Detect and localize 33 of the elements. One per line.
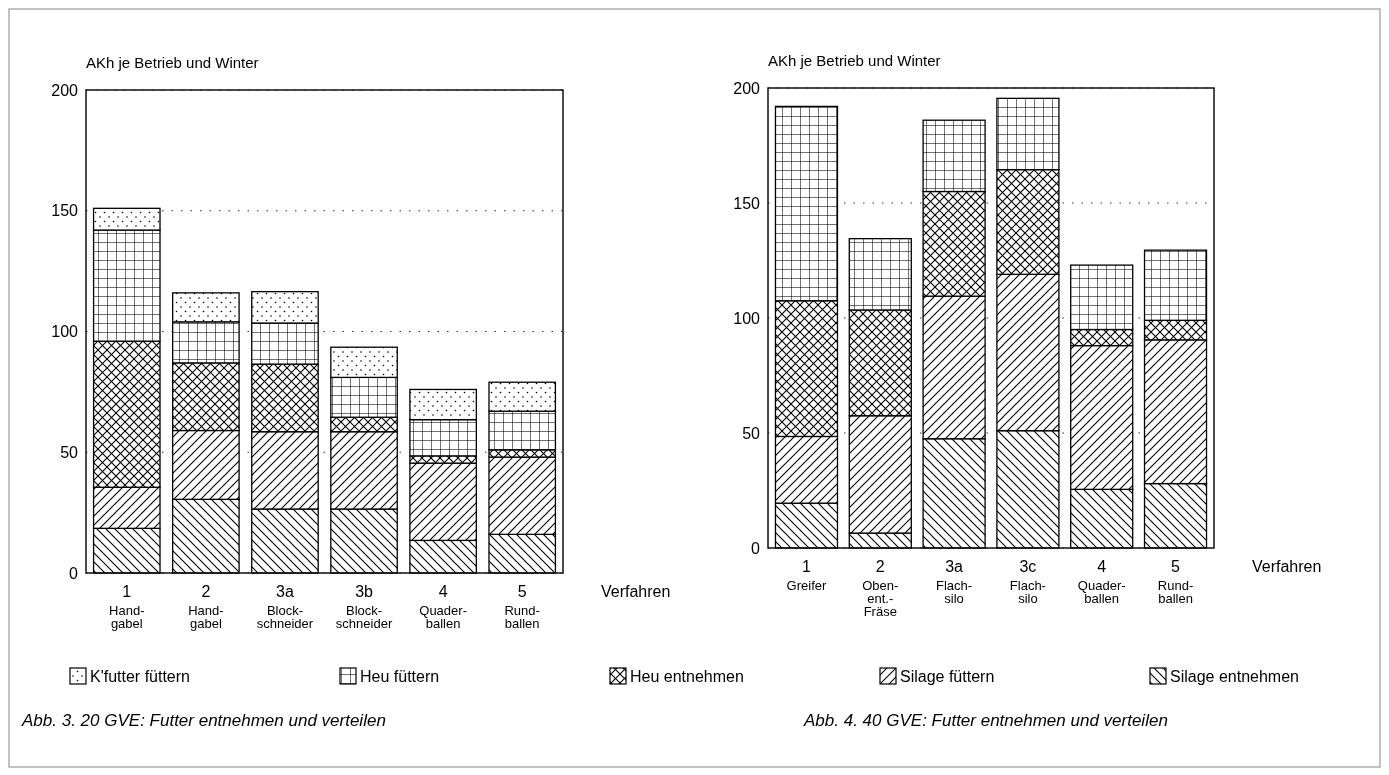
x-tick-label: 5 Rund- ballen — [504, 583, 540, 631]
text: Abb. 3. 20 GVE: Futter entnehmen und verteilen — [21, 711, 386, 730]
x-axis-title: Verfahren — [1252, 558, 1322, 575]
legend-label: Silage entnehmen — [1170, 667, 1299, 685]
legend-label: Heu entnehmen — [630, 667, 744, 685]
y-tick-label: 200 — [51, 81, 79, 99]
y-axis-title: AKh je Betrieb und Winter — [86, 54, 259, 71]
legend-label: Heu füttern — [360, 667, 440, 685]
x-tick-label: 2 Hand- gabel — [188, 583, 224, 631]
y-tick-label: 50 — [60, 443, 79, 461]
y-tick-label: 150 — [733, 194, 761, 212]
y-tick-label: 200 — [733, 79, 761, 97]
x-tick-label: 4 Quader- ballen — [419, 583, 467, 631]
y-tick-label: 50 — [742, 424, 761, 442]
x-tick-label: 3a Flach- silo — [936, 558, 973, 606]
y-tick-label: 0 — [751, 539, 761, 557]
x-tick-label: 3c Flach- silo — [1009, 558, 1046, 606]
x-tick-label: 1 Hand- gabel — [109, 583, 145, 631]
x-tick-label: 2 Oben- ent.- Fräse — [862, 558, 899, 619]
x-tick-label: 5 Rund- ballen — [1157, 558, 1194, 606]
x-axis-title: Verfahren — [601, 583, 671, 600]
x-tick-label: 4 Quader- ballen — [1077, 558, 1126, 606]
y-tick-label: 100 — [51, 323, 79, 341]
x-tick-label: 3a Block- schneider — [256, 583, 314, 631]
x-tick-label: 1 Greifer — [786, 558, 828, 593]
y-tick-label: 0 — [69, 564, 79, 582]
y-tick-label: 150 — [51, 202, 79, 220]
y-axis-title: AKh je Betrieb und Winter — [768, 52, 941, 69]
x-tick-label: 3b Block- schneider — [335, 583, 393, 631]
y-tick-label: 100 — [733, 309, 761, 327]
legend-label: Silage füttern — [900, 667, 995, 685]
legend-label: K'futter füttern — [90, 667, 190, 685]
text: Abb. 4. 40 GVE: Futter entnehmen und verteilen — [803, 711, 1168, 730]
